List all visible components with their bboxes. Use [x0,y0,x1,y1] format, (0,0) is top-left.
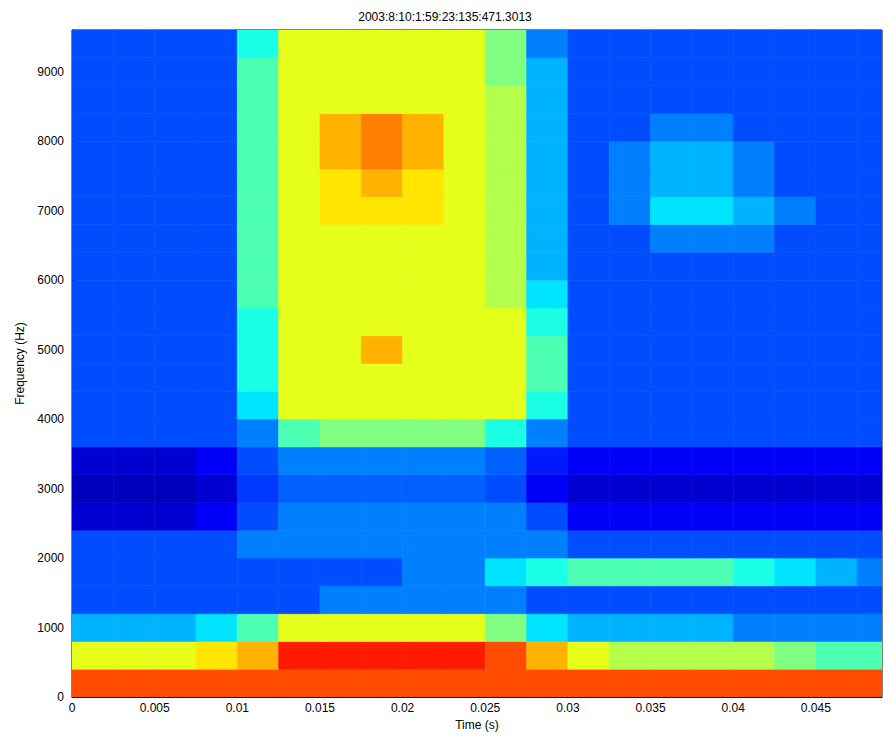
svg-text:0.045: 0.045 [801,701,831,715]
svg-text:0.01: 0.01 [226,701,250,715]
svg-text:7000: 7000 [37,204,64,218]
svg-text:0.015: 0.015 [305,701,335,715]
svg-text:4000: 4000 [37,412,64,426]
svg-text:0.04: 0.04 [722,701,746,715]
svg-text:0: 0 [69,701,76,715]
svg-text:9000: 9000 [37,65,64,79]
svg-text:6000: 6000 [37,273,64,287]
svg-text:1000: 1000 [37,621,64,635]
svg-text:0.025: 0.025 [470,701,500,715]
svg-text:0: 0 [57,690,64,704]
svg-text:3000: 3000 [37,482,64,496]
svg-text:0.005: 0.005 [140,701,170,715]
svg-text:0.035: 0.035 [636,701,666,715]
svg-text:0.02: 0.02 [391,701,415,715]
svg-text:2000: 2000 [37,551,64,565]
svg-text:Frequency (Hz): Frequency (Hz) [13,322,27,405]
svg-text:5000: 5000 [37,343,64,357]
svg-text:Time (s): Time (s) [455,718,499,732]
svg-text:0.03: 0.03 [556,701,580,715]
svg-text:2003:8:10:1:59:23:135:471.3013: 2003:8:10:1:59:23:135:471.3013 [358,10,532,24]
svg-text:8000: 8000 [37,134,64,148]
